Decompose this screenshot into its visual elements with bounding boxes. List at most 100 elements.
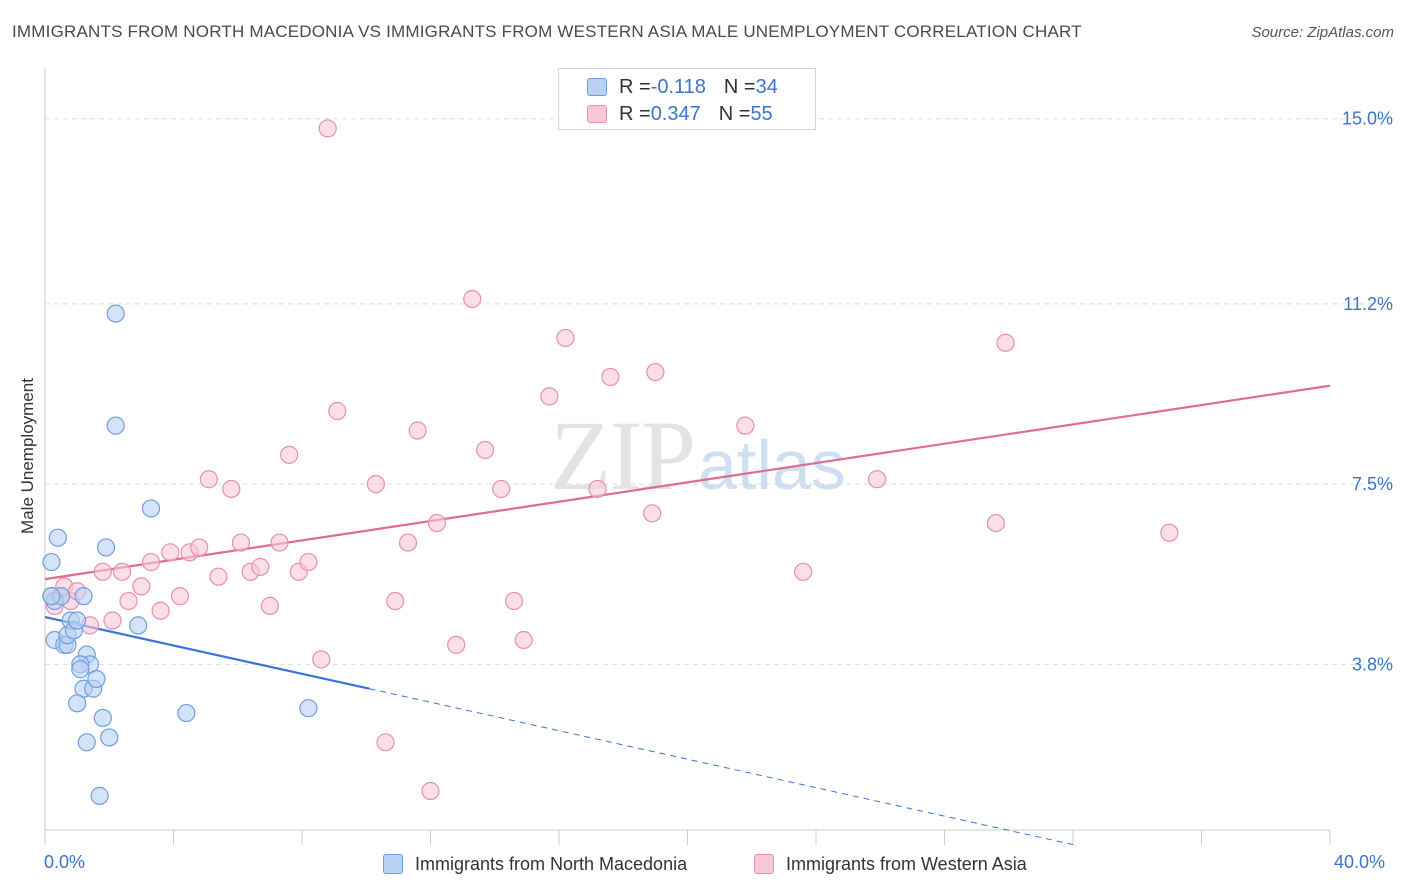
point-western-asia xyxy=(199,470,218,489)
point-western-asia xyxy=(376,733,395,752)
x-tick-label-max: 40.0% xyxy=(1334,852,1386,872)
y-tick-label: 15.0% xyxy=(1342,109,1393,129)
legend-swatch-pink xyxy=(587,105,607,123)
point-western-asia xyxy=(141,552,161,572)
legend-r-label: R = xyxy=(619,75,651,98)
point-north-macedonia xyxy=(106,304,125,323)
trend-line-north-macedonia-extension xyxy=(369,688,1074,846)
point-western-asia xyxy=(209,567,228,586)
point-western-asia xyxy=(328,401,347,421)
y-axis-title: Male Unemployment xyxy=(18,378,37,534)
bottom-legend-swatch-pink xyxy=(754,854,774,874)
point-western-asia xyxy=(492,479,511,499)
legend-n-label: N = xyxy=(718,102,751,125)
point-western-asia xyxy=(190,538,209,557)
point-western-asia xyxy=(260,596,279,615)
trend-line-western-asia xyxy=(44,384,1331,581)
legend-r-value: 0.347 xyxy=(650,102,701,125)
point-north-macedonia xyxy=(87,669,106,689)
point-western-asia xyxy=(643,504,662,523)
x-tick-label-min: 0.0% xyxy=(44,852,86,872)
watermark-atlas: atlas xyxy=(698,426,846,504)
trend-line-north-macedonia xyxy=(44,616,370,690)
point-western-asia xyxy=(398,533,418,552)
source-note: Source: ZipAtlas.com xyxy=(1251,24,1394,41)
point-western-asia xyxy=(427,513,447,533)
point-north-macedonia xyxy=(42,552,61,572)
data-points xyxy=(42,119,1179,805)
axes xyxy=(44,68,1331,845)
y-tick-label: 7.5% xyxy=(1352,474,1393,494)
trend-lines xyxy=(44,384,1331,846)
point-north-macedonia xyxy=(177,703,196,723)
point-western-asia xyxy=(93,562,112,581)
point-north-macedonia xyxy=(96,538,116,557)
bottom-legend-swatch-blue xyxy=(383,854,403,874)
point-north-macedonia xyxy=(106,416,125,435)
point-western-asia xyxy=(996,333,1015,352)
point-western-asia xyxy=(270,533,289,552)
point-western-asia xyxy=(476,440,495,460)
point-western-asia xyxy=(299,552,318,572)
point-north-macedonia xyxy=(299,699,318,718)
point-western-asia xyxy=(588,479,607,499)
point-western-asia xyxy=(231,533,251,552)
grid-lines xyxy=(45,118,1395,665)
point-western-asia xyxy=(170,587,190,606)
point-north-macedonia xyxy=(90,786,109,805)
point-western-asia xyxy=(421,781,440,801)
point-western-asia xyxy=(132,577,151,596)
bottom-legend-north-macedonia: Immigrants from North Macedonia xyxy=(383,852,687,876)
point-western-asia xyxy=(867,470,887,489)
point-western-asia xyxy=(222,479,241,499)
point-north-macedonia xyxy=(42,587,61,606)
point-western-asia xyxy=(386,591,405,611)
legend-row-western-asia: R = 0.347 N = 55 xyxy=(587,102,773,126)
point-western-asia xyxy=(408,421,427,440)
point-western-asia xyxy=(161,543,180,562)
point-western-asia xyxy=(280,445,299,464)
point-north-macedonia xyxy=(129,616,148,635)
legend-r-value: -0.118 xyxy=(650,75,706,98)
y-tick-labels: 15.0% 11.2% 7.5% 3.8% xyxy=(1342,109,1393,675)
point-north-macedonia xyxy=(68,611,87,630)
point-western-asia xyxy=(112,562,132,581)
y-tick-label: 3.8% xyxy=(1352,654,1393,674)
bottom-legend-label: Immigrants from North Macedonia xyxy=(415,853,688,874)
point-western-asia xyxy=(556,328,575,348)
point-western-asia xyxy=(447,635,466,654)
legend-swatch-blue xyxy=(587,78,607,96)
point-north-macedonia xyxy=(48,528,67,547)
point-north-macedonia xyxy=(100,728,119,747)
bottom-legend-western-asia: Immigrants from Western Asia xyxy=(754,852,1027,876)
point-western-asia xyxy=(1160,523,1179,542)
point-western-asia xyxy=(504,591,524,611)
bottom-legend-label: Immigrants from Western Asia xyxy=(786,853,1027,874)
point-western-asia xyxy=(986,513,1006,533)
point-western-asia xyxy=(103,611,122,630)
chart-title: IMMIGRANTS FROM NORTH MACEDONIA VS IMMIG… xyxy=(12,22,1082,41)
correlation-legend: R = -0.118 N = 34 R = 0.347 N = 55 xyxy=(558,68,816,130)
point-western-asia xyxy=(251,557,270,577)
point-north-macedonia xyxy=(74,587,93,606)
point-western-asia xyxy=(514,630,533,650)
legend-r-label: R = xyxy=(619,102,651,125)
legend-row-north-macedonia: R = -0.118 N = 34 xyxy=(587,75,778,99)
y-tick-label: 11.2% xyxy=(1343,294,1393,314)
point-western-asia xyxy=(646,362,665,382)
point-north-macedonia xyxy=(68,694,87,713)
point-north-macedonia xyxy=(77,733,96,752)
legend-n-label: N = xyxy=(723,75,756,98)
point-western-asia xyxy=(312,650,331,669)
point-western-asia xyxy=(318,119,337,138)
legend-n-value: 34 xyxy=(755,75,778,98)
point-western-asia xyxy=(601,367,620,387)
point-western-asia xyxy=(794,562,813,581)
point-western-asia xyxy=(463,289,482,309)
point-western-asia xyxy=(366,475,385,494)
point-western-asia xyxy=(119,591,138,611)
point-north-macedonia xyxy=(71,660,90,679)
point-north-macedonia xyxy=(141,499,161,518)
legend-n-value: 55 xyxy=(750,102,773,125)
